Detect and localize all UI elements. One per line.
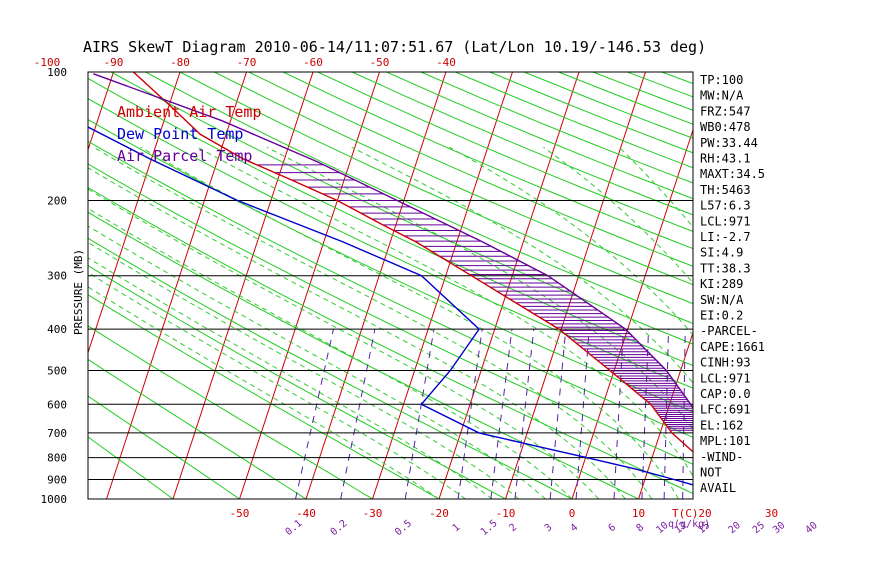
- index-label: TP:100: [700, 73, 743, 87]
- pressure-tick-label: 600: [47, 398, 67, 411]
- index-label: PW:33.44: [700, 136, 758, 150]
- moist-adiabat-line: [197, 147, 705, 499]
- moist-adiabat-line: [20, 147, 599, 499]
- mixing-ratio-unit-label: q(g/kg): [668, 519, 710, 530]
- index-label: TH:5463: [700, 183, 751, 197]
- index-label: SI:4.9: [700, 246, 743, 260]
- dry-adiabat-line: [490, 72, 870, 499]
- index-label: MAXT:34.5: [700, 167, 765, 181]
- index-label: CAP:0.0: [700, 387, 751, 401]
- chart-title: AIRS SkewT Diagram 2010-06-14/11:07:51.6…: [83, 38, 706, 56]
- isotherm-line: [572, 72, 712, 499]
- dry-adiabat-line: [455, 72, 870, 499]
- bottom-temperature-tick-label: 10: [632, 507, 645, 520]
- dry-adiabat-line: [283, 72, 870, 499]
- top-temperature-tick-label: -60: [303, 56, 323, 69]
- mixing-ratio-tick-label: 0.5: [393, 518, 414, 538]
- mixing-ratio-tick-label: 0.2: [329, 518, 350, 538]
- top-temperature-tick-label: -100: [34, 56, 61, 69]
- index-label: LI:-2.7: [700, 230, 751, 244]
- index-label: -WIND-: [700, 450, 743, 464]
- dry-adiabat-line: [249, 72, 870, 499]
- index-label: LFC:691: [700, 403, 751, 417]
- mixing-ratio-line: [576, 329, 589, 499]
- index-label: NOT: [700, 466, 722, 480]
- index-label: CAPE:1661: [700, 340, 765, 354]
- moist-adiabat-line: [544, 147, 812, 499]
- mixing-ratio-line: [491, 329, 512, 499]
- index-label: WB0:478: [700, 120, 751, 134]
- pressure-tick-label: 800: [47, 452, 67, 465]
- mixing-ratio-tick-label: 3: [543, 522, 555, 534]
- pressure-tick-label: 300: [47, 270, 67, 283]
- pressure-tick-label: 500: [47, 364, 67, 377]
- legend-air-parcel-temp: Air Parcel Temp: [117, 147, 252, 165]
- dry-adiabat-line: [524, 72, 870, 499]
- mixing-ratio-line: [515, 329, 534, 499]
- mixing-ratio-tick-label: 4: [569, 522, 581, 534]
- isotherm-line: [838, 72, 870, 499]
- bottom-temperature-tick-label: -30: [363, 507, 383, 520]
- index-label: LCL:971: [700, 371, 751, 385]
- dry-adiabat-line: [180, 72, 870, 499]
- mixing-ratio-tick-label: 1.5: [479, 518, 500, 538]
- index-label: FRZ:547: [700, 104, 751, 118]
- dry-adiabat-line: [0, 72, 638, 499]
- index-label: EL:162: [700, 418, 743, 432]
- bottom-temperature-tick-label: -10: [496, 507, 516, 520]
- isotherm-line: [0, 72, 47, 499]
- legend-ambient-air-temp: Ambient Air Temp: [117, 103, 262, 121]
- bottom-temperature-tick-label: 30: [765, 507, 778, 520]
- index-label: LCL:971: [700, 214, 751, 228]
- mixing-ratio-tick-label: 1: [451, 522, 463, 534]
- mixing-ratio-tick-label: 0.1: [283, 518, 304, 538]
- moist-adiabat-line: [94, 147, 652, 499]
- mixing-ratio-tick-label: 2: [507, 522, 519, 534]
- index-label: MPL:101: [700, 434, 751, 448]
- pressure-tick-label: 200: [47, 195, 67, 208]
- index-label: AVAIL: [700, 481, 736, 495]
- mixing-ratio-tick-label: 25: [751, 520, 767, 536]
- mixing-ratio-line: [802, 329, 813, 499]
- mixing-ratio-tick-label: 6: [607, 522, 619, 534]
- mixing-ratio-tick-label: 30: [771, 520, 787, 536]
- top-temperature-tick-label: -40: [436, 56, 456, 69]
- pressure-tick-label: 900: [47, 473, 67, 486]
- top-temperature-tick-label: -50: [370, 56, 390, 69]
- bottom-temperature-tick-label: -50: [230, 507, 250, 520]
- pressure-tick-label: 400: [47, 323, 67, 336]
- bottom-temperature-tick-label: -20: [429, 507, 449, 520]
- index-label: L57:6.3: [700, 199, 751, 213]
- isotherm-line: [772, 72, 870, 499]
- mixing-ratio-line: [773, 329, 781, 499]
- bottom-temperature-tick-label: -40: [296, 507, 316, 520]
- top-temperature-tick-label: -80: [170, 56, 190, 69]
- index-label: -PARCEL-: [700, 324, 758, 338]
- mixing-ratio-tick-label: 40: [803, 520, 819, 536]
- index-label: KI:289: [700, 277, 743, 291]
- index-label: TT:38.3: [700, 261, 751, 275]
- mixing-ratio-tick-label: 20: [727, 520, 743, 536]
- index-label: SW:N/A: [700, 293, 744, 307]
- index-label: MW:N/A: [700, 89, 744, 103]
- top-temperature-tick-label: -70: [237, 56, 257, 69]
- mixing-ratio-line: [755, 329, 761, 499]
- pressure-tick-label: 700: [47, 427, 67, 440]
- index-label: EI:0.2: [700, 309, 743, 323]
- bottom-temperature-tick-label: 0: [569, 507, 576, 520]
- index-label: CINH:93: [700, 356, 751, 370]
- mixing-ratio-tick-label: 8: [634, 522, 646, 534]
- y-axis-label: PRESSURE (MB): [72, 249, 85, 335]
- pressure-tick-label: 1000: [41, 493, 68, 506]
- legend-dew-point-temp: Dew Point Temp: [117, 125, 243, 143]
- index-label: RH:43.1: [700, 152, 751, 166]
- top-temperature-tick-label: -90: [104, 56, 124, 69]
- moist-adiabat-line: [141, 147, 679, 499]
